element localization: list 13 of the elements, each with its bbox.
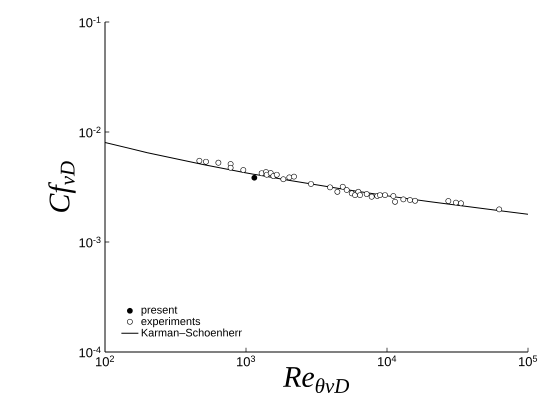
y-axis-title: Cf$_{vD}$ bbox=[48, 161, 76, 212]
x-tick-label: 10$^{4}$ bbox=[378, 356, 396, 366]
x-tick-label: 10$^{2}$ bbox=[96, 356, 114, 366]
legend-label: experiments bbox=[141, 317, 200, 328]
x-tick-label: 10$^{5}$ bbox=[519, 356, 538, 366]
y-tick-label: 10$^{-3}$ bbox=[80, 236, 101, 248]
legend-label: present bbox=[142, 306, 178, 316]
y-tick-label: 10$^{-1}$ bbox=[80, 16, 101, 28]
y-tick-label: 10$^{-4}$ bbox=[80, 346, 101, 358]
x-axis-title: Re$_{θvD}$ bbox=[283, 367, 350, 394]
x-tick-label: 10$^{3}$ bbox=[237, 356, 256, 366]
legend-label: Karman–Schoenherr bbox=[142, 328, 242, 337]
y-tick-label: 10$^{-2}$ bbox=[80, 126, 101, 138]
